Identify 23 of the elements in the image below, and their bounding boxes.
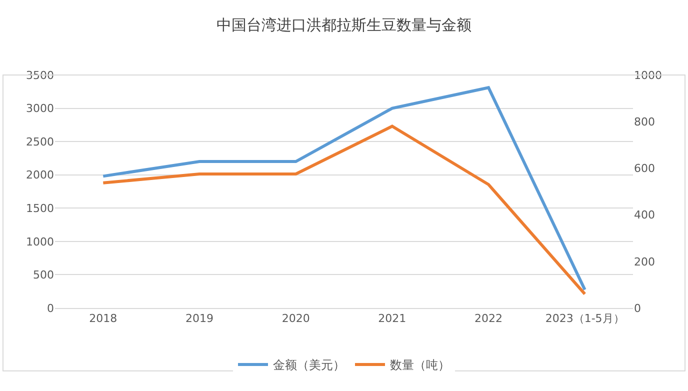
y-tick-label: 1000 — [26, 235, 54, 248]
y-tick-label: 2500 — [26, 135, 54, 148]
y-tick-label: 1500 — [26, 202, 54, 215]
y2-tick-label: 200 — [634, 255, 655, 268]
y2-tick-label: 400 — [634, 208, 655, 222]
x-tick-label: 2018 — [89, 312, 118, 326]
line-series — [102, 86, 586, 292]
y2-tick-label: 600 — [634, 162, 655, 176]
chart-title: 中国台湾进口洪都拉斯生豆数量与金额 — [216, 16, 472, 34]
x-tick-label: 2021 — [378, 312, 406, 326]
x-tick-label: 2022 — [474, 312, 502, 326]
legend-label: 金额（美元） — [273, 358, 345, 372]
x-tick-label: 2020 — [282, 312, 310, 326]
x-tick-label: 2023（1-5月） — [545, 312, 624, 326]
y-tick-label: 3000 — [26, 102, 54, 116]
y2-tick-label: 0 — [634, 302, 641, 315]
legend-label: 数量（吨） — [390, 358, 450, 372]
y-tick-label: 0 — [47, 302, 54, 315]
y2-tick-label: 800 — [634, 115, 655, 128]
x-tick-label: 2019 — [186, 312, 214, 326]
y-tick-label: 2000 — [26, 168, 54, 182]
y-tick-label: 500 — [33, 268, 54, 282]
line-series — [102, 124, 586, 296]
